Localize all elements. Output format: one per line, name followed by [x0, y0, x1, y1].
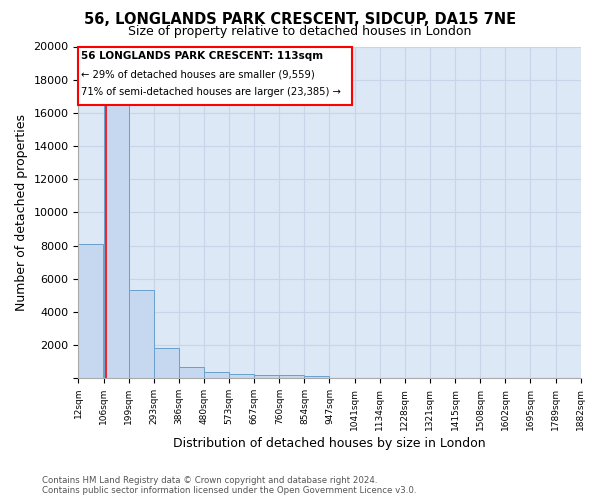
Text: 56 LONGLANDS PARK CRESCENT: 113sqm: 56 LONGLANDS PARK CRESCENT: 113sqm [80, 52, 323, 62]
Bar [79, 46, 352, 104]
X-axis label: Distribution of detached houses by size in London: Distribution of detached houses by size … [173, 437, 486, 450]
Bar [254, 374, 279, 378]
Bar [104, 103, 128, 378]
Y-axis label: Number of detached properties: Number of detached properties [15, 114, 28, 311]
Text: Contains HM Land Registry data © Crown copyright and database right 2024.: Contains HM Land Registry data © Crown c… [42, 476, 377, 485]
Bar [154, 348, 179, 378]
Bar [229, 374, 254, 378]
Text: 71% of semi-detached houses are larger (23,385) →: 71% of semi-detached houses are larger (… [80, 87, 340, 97]
Bar [179, 366, 204, 378]
Bar [279, 375, 304, 378]
Bar [128, 290, 154, 378]
Text: 56, LONGLANDS PARK CRESCENT, SIDCUP, DA15 7NE: 56, LONGLANDS PARK CRESCENT, SIDCUP, DA1… [84, 12, 516, 28]
Text: ← 29% of detached houses are smaller (9,559): ← 29% of detached houses are smaller (9,… [80, 70, 314, 80]
Text: Contains public sector information licensed under the Open Government Licence v3: Contains public sector information licen… [42, 486, 416, 495]
Bar [204, 372, 229, 378]
Text: Size of property relative to detached houses in London: Size of property relative to detached ho… [128, 25, 472, 38]
Bar [79, 244, 103, 378]
Bar [304, 376, 329, 378]
